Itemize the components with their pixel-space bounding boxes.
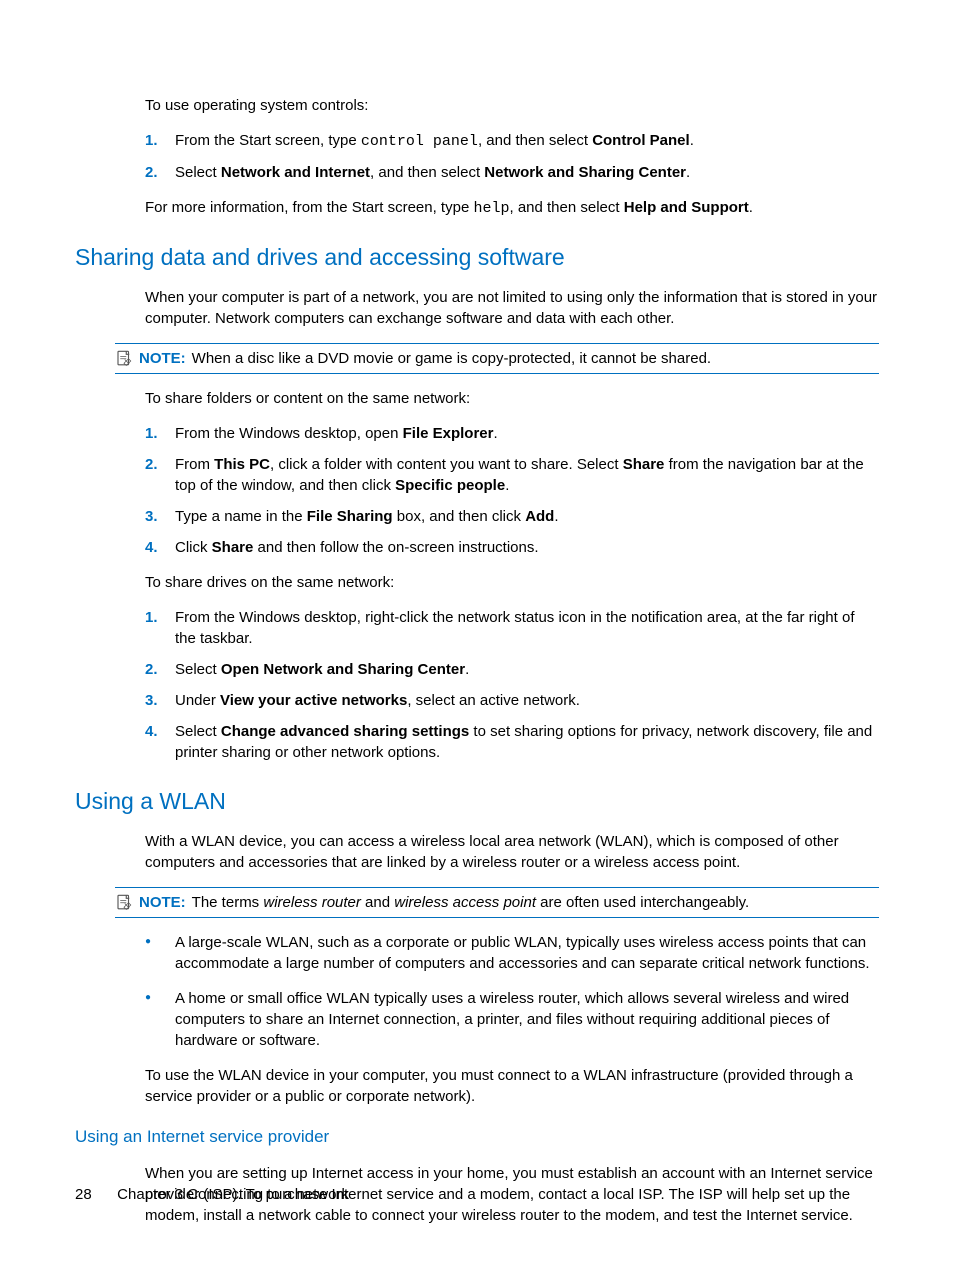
bullet-icon: ● [145,988,175,1008]
section-heading-sharing: Sharing data and drives and accessing so… [75,241,879,273]
list-item: 3. Under View your active networks, sele… [145,690,879,711]
step-number: 4. [145,721,175,742]
list-item: 2. From This PC, click a folder with con… [145,454,879,496]
list-item: 1. From the Windows desktop, open File E… [145,423,879,444]
step-number: 3. [145,506,175,527]
note-content: NOTE:The terms wireless router and wirel… [139,892,879,913]
document-page: To use operating system controls: 1. Fro… [0,0,954,1280]
subsection-heading-isp: Using an Internet service provider [75,1125,879,1149]
list-item: 1. From the Windows desktop, right-click… [145,607,879,649]
list-item: 4. Click Share and then follow the on-sc… [145,537,879,558]
note-icon [115,893,133,911]
chapter-label: Chapter 3 Connecting to a network [117,1186,349,1203]
section-heading-wlan: Using a WLAN [75,785,879,817]
intro-more: For more information, from the Start scr… [145,197,879,219]
step-text: Select Network and Internet, and then se… [175,162,879,183]
bullet-icon: ● [145,932,175,952]
step-text: Type a name in the File Sharing box, and… [175,506,879,527]
list-item: ●A home or small office WLAN typically u… [145,988,879,1051]
code-text: help [473,200,509,217]
step-text: From the Start screen, type control pane… [175,130,879,152]
bullet-text: A home or small office WLAN typically us… [175,988,879,1051]
note-icon [115,349,133,367]
step-text: Select Open Network and Sharing Center. [175,659,879,680]
body-text: With a WLAN device, you can access a wir… [145,831,879,873]
code-text: control panel [361,133,478,150]
note-label: NOTE: [139,350,186,367]
step-text: From This PC, click a folder with conten… [175,454,879,496]
list-item: 3. Type a name in the File Sharing box, … [145,506,879,527]
list-item: 1. From the Start screen, type control p… [145,130,879,152]
step-number: 3. [145,690,175,711]
intro-block: To use operating system controls: 1. Fro… [145,95,879,219]
page-number: 28 [75,1184,113,1205]
intro-steps: 1. From the Start screen, type control p… [145,130,879,183]
step-number: 1. [145,607,175,628]
list-item: 4. Select Change advanced sharing settin… [145,721,879,763]
note-callout: NOTE:The terms wireless router and wirel… [115,887,879,918]
section1-body: When your computer is part of a network,… [145,287,879,329]
list-item: 2. Select Network and Internet, and then… [145,162,879,183]
step-number: 2. [145,162,175,183]
step-number: 2. [145,454,175,475]
section1-body2: To share folders or content on the same … [145,388,879,763]
step-text: Select Change advanced sharing settings … [175,721,879,763]
note-label: NOTE: [139,894,186,911]
step-text: From the Windows desktop, right-click th… [175,607,879,649]
wlan-bullets: ●A large-scale WLAN, such as a corporate… [145,932,879,1051]
note-callout: NOTE:When a disc like a DVD movie or gam… [115,343,879,374]
step-text: Click Share and then follow the on-scree… [175,537,879,558]
body-text: To share drives on the same network: [145,572,879,593]
intro-lead: To use operating system controls: [145,95,879,116]
step-number: 1. [145,130,175,151]
step-number: 2. [145,659,175,680]
body-text: To share folders or content on the same … [145,388,879,409]
step-number: 1. [145,423,175,444]
step-text: Under View your active networks, select … [175,690,879,711]
body-text: When your computer is part of a network,… [145,287,879,329]
section2-body2: ●A large-scale WLAN, such as a corporate… [145,932,879,1107]
share-drives-steps: 1. From the Windows desktop, right-click… [145,607,879,763]
list-item: 2. Select Open Network and Sharing Cente… [145,659,879,680]
step-number: 4. [145,537,175,558]
body-text: To use the WLAN device in your computer,… [145,1065,879,1107]
note-content: NOTE:When a disc like a DVD movie or gam… [139,348,879,369]
page-footer: 28 Chapter 3 Connecting to a network [75,1184,349,1205]
list-item: ●A large-scale WLAN, such as a corporate… [145,932,879,974]
bullet-text: A large-scale WLAN, such as a corporate … [175,932,879,974]
section2-body: With a WLAN device, you can access a wir… [145,831,879,873]
step-text: From the Windows desktop, open File Expl… [175,423,879,444]
share-folders-steps: 1. From the Windows desktop, open File E… [145,423,879,558]
